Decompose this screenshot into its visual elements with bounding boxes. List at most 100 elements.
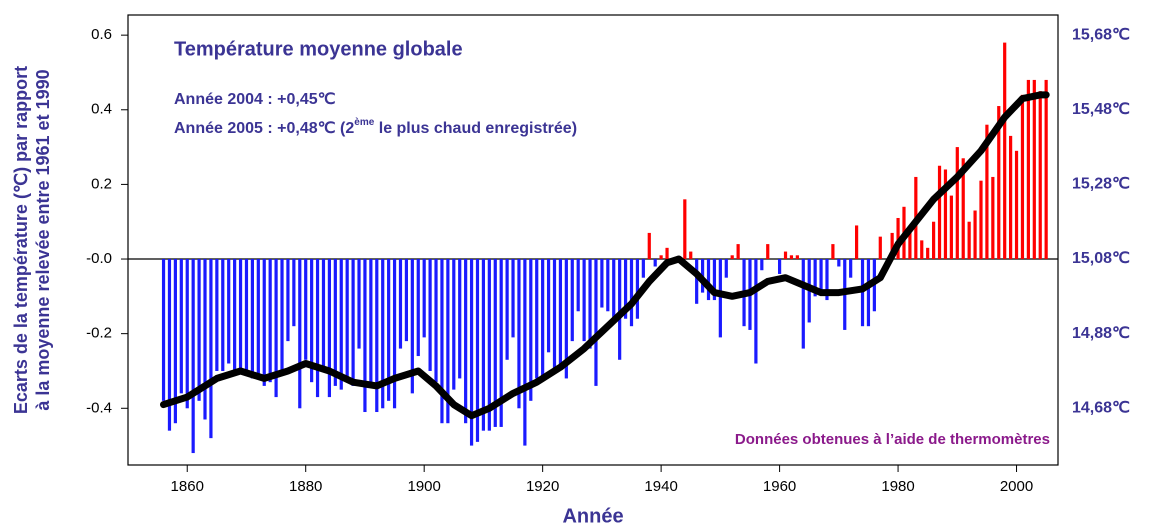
bar [487,259,491,431]
bar [629,259,634,327]
bar [321,259,326,371]
source-note: Données obtenues à l’aide de thermomètre… [735,431,1050,448]
bar [926,247,930,260]
bar [1032,79,1036,260]
bar [375,259,379,413]
bar [623,259,628,319]
bar [387,259,391,401]
bar [203,259,207,420]
annotation: Année 2005 : +0,48℃ (2 [174,120,354,137]
bar [298,259,302,409]
bar [304,259,308,360]
bar [878,236,882,260]
bar [837,259,841,267]
bar [570,259,574,342]
y-tick-label: -0.4 [86,399,112,416]
bar [683,199,687,260]
bar [233,259,237,371]
bar [932,221,936,260]
bar [481,259,486,431]
bar [1044,79,1048,260]
annotation: Année 2005 : +0,48℃ (2ème le plus chaud … [174,117,577,138]
y-axis-label-line: à la moyenne relevée entre 1961 et 1990 [33,69,53,410]
bar [594,259,598,386]
bar [227,259,231,364]
bar [564,259,568,379]
bar [937,165,942,260]
bar [410,259,414,394]
bar [582,259,586,342]
bar [819,259,823,293]
bar [606,259,610,312]
bar [635,259,640,319]
bar [268,259,272,383]
bar [766,244,770,260]
bar [167,259,172,431]
bar [618,259,622,360]
bar [825,259,829,301]
bar [997,106,1001,260]
bar [754,259,758,364]
bar [789,255,794,260]
x-tick-label: 1940 [644,478,677,495]
y-axis-label: Ecarts de la température (℃) par rapport… [11,66,53,414]
bar [262,259,266,386]
x-tick-label: 1860 [171,478,204,495]
bar [310,259,314,383]
y-tick-label: -0.2 [86,325,112,342]
bar [209,259,213,439]
bar [517,259,521,409]
bar [1003,42,1007,260]
bar [854,225,859,260]
bar [369,259,373,383]
bar [653,259,657,267]
bar [292,259,296,327]
bar [333,259,337,386]
bar [801,259,805,349]
bar [458,259,462,379]
bar [736,244,740,260]
y-tick-label: 0.4 [91,101,112,118]
bar [1009,135,1013,260]
bar [215,259,219,371]
bar [357,259,361,349]
bar [179,259,183,394]
bar [955,147,959,260]
bar [920,240,924,260]
annotation: Année 2004 : +0,45℃ [174,91,336,108]
bar [475,259,480,442]
x-tick-label: 1880 [289,478,322,495]
bar [327,259,332,398]
bar [552,259,557,371]
bar [434,259,438,383]
bar [695,259,699,304]
bar [404,259,409,342]
x-tick-label: 2000 [1000,478,1033,495]
annotation: ème [354,117,374,128]
bar [1038,91,1042,260]
bar [499,259,503,427]
bar [908,229,912,260]
bar [890,232,894,260]
bar [339,259,343,390]
bar [428,259,432,371]
bar [345,259,349,379]
bar [446,259,450,424]
bar [416,259,420,357]
bar [783,251,788,260]
bar [363,259,367,413]
bar [286,259,290,342]
bar [469,259,474,446]
bar [1014,150,1019,260]
bar [511,259,515,338]
chart-title: Température moyenne globale [174,38,463,60]
bar [493,259,497,427]
x-axis-label: Année [562,505,623,527]
y-axis-label-line: Ecarts de la température (℃) par rapport [11,66,31,414]
bar [541,259,545,379]
bar [381,259,385,409]
smoothed-line [160,91,1050,420]
bar [973,210,977,260]
bar [665,247,669,260]
